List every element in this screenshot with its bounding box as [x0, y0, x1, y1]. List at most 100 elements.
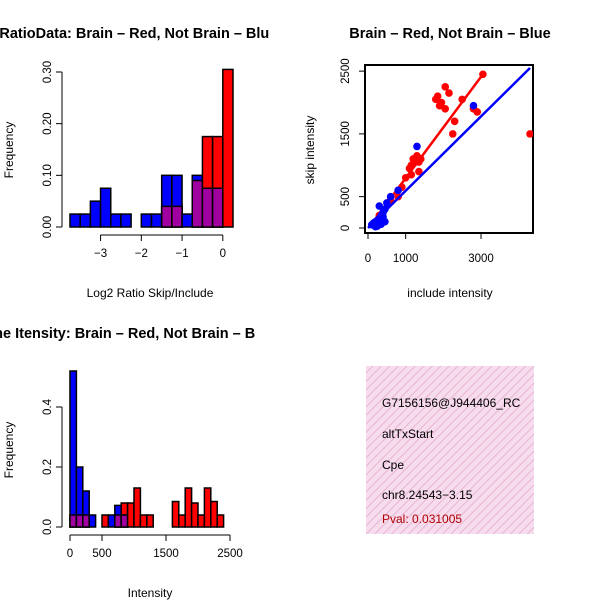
y-axis-label: skip intensity	[303, 116, 317, 185]
point-not-brain	[413, 142, 421, 151]
point-brain	[416, 155, 425, 163]
axes: 0 1000 3000 0 500 1500 2500	[340, 58, 494, 265]
point-brain	[437, 98, 446, 107]
info-box: G7156156@J944406_RC altTxStart Cpe chr8.…	[366, 366, 534, 534]
bar-brain	[171, 500, 180, 528]
bar-overlap	[114, 514, 122, 528]
bar-brain	[184, 487, 193, 528]
histogram-bars	[69, 68, 234, 228]
y-tick-label: 0.10	[42, 164, 54, 186]
x-tick-label: −1	[176, 248, 189, 260]
point-not-brain	[383, 199, 391, 207]
p-value: Pval: 0.031005	[382, 512, 462, 526]
point-brain	[450, 117, 459, 126]
histogram-bars	[69, 370, 225, 528]
y-tick-label: 0	[340, 225, 352, 231]
bar-brain	[190, 502, 199, 528]
point-brain	[407, 170, 416, 179]
bar-not-brain	[79, 213, 92, 228]
genomic-location: chr8.24543−3.15	[382, 488, 473, 502]
bar-not-brain	[107, 514, 116, 528]
y-tick-label: 0.20	[42, 112, 54, 134]
bar-not-brain	[69, 370, 78, 528]
bar-not-brain	[120, 213, 132, 228]
bar-brain	[216, 514, 225, 528]
y-tick-label: 2500	[340, 58, 352, 84]
point-brain	[458, 95, 466, 104]
x-axis-label: Intensity	[128, 586, 173, 600]
bar-brain	[101, 514, 110, 528]
bar-overlap	[82, 514, 90, 528]
point-not-brain	[375, 202, 384, 210]
x-axis-label: Log2 Ratio Skip/Include	[87, 286, 214, 300]
point-brain	[473, 108, 482, 116]
point-not-brain	[379, 212, 387, 221]
bar-not-brain	[140, 213, 153, 228]
x-tick-label: 1000	[393, 253, 419, 265]
y-tick-label: 0.0	[42, 519, 54, 535]
bar-not-brain	[181, 213, 193, 228]
panel-scatter-intensity: Brain – Red, Not Brain – Blue include in…	[303, 26, 551, 300]
event-id: G7156156@J944406_RC	[382, 396, 521, 410]
axes: −3 −2 −1 0 0.00 0.10 0.20 0.30	[42, 61, 226, 260]
gene-name: Cpe	[382, 458, 404, 472]
bar-overlap	[75, 514, 84, 528]
x-tick-label: 0	[67, 548, 73, 560]
point-not-brain	[381, 205, 389, 213]
y-tick-label: 500	[340, 187, 352, 206]
point-not-brain	[386, 192, 395, 201]
panel-log2-ratio-histogram: Log2 RatioData: Brain – Red, Not Brain –…	[0, 26, 269, 300]
bar-not-brain	[88, 514, 97, 528]
y-tick-label: 0.30	[42, 61, 54, 83]
bar-overlap	[171, 205, 183, 228]
x-tick-label: 2500	[217, 548, 243, 560]
chart-title: Brain – Red, Not Brain – Blue	[349, 26, 550, 42]
point-brain	[445, 89, 453, 97]
bar-brain	[197, 514, 206, 528]
point-not-brain	[371, 222, 380, 231]
y-tick-label: 1500	[340, 121, 352, 147]
x-tick-label: 3000	[468, 253, 494, 265]
bar-brain	[178, 514, 186, 528]
x-tick-label: −3	[94, 248, 107, 260]
point-brain	[526, 130, 533, 138]
bar-overlap	[211, 187, 224, 228]
x-axis-label: include intensity	[407, 286, 492, 300]
point-brain	[479, 70, 487, 79]
panel-gene-intensity-histogram: Gene Itensity: Brain – Red, Not Brain – …	[0, 326, 255, 600]
y-tick-label: 0.00	[42, 216, 54, 238]
bar-brain	[146, 514, 154, 528]
y-tick-label: 0.4	[42, 398, 54, 415]
event-type: altTxStart	[382, 427, 434, 441]
bar-overlap	[201, 187, 214, 228]
bar-not-brain	[150, 213, 163, 228]
point-brain	[433, 92, 442, 101]
bar-brain	[222, 68, 234, 228]
point-brain	[401, 174, 410, 182]
bar-brain	[139, 514, 148, 528]
x-tick-label: 0	[220, 248, 226, 260]
bar-brain	[126, 502, 135, 528]
x-tick-label: 1500	[153, 548, 179, 560]
bar-not-brain	[110, 213, 122, 228]
point-not-brain	[394, 186, 402, 195]
bar-overlap	[160, 205, 173, 228]
scatter-marks	[367, 67, 533, 231]
y-axis-label: Frequency	[2, 422, 16, 479]
axes: 0 500 1500 2500 0.0 0.2 0.4	[42, 398, 243, 560]
point-brain	[441, 104, 450, 113]
chart-title: Gene Itensity: Brain – Red, Not Brain – …	[0, 326, 255, 342]
fit-line-not-brain	[367, 67, 531, 229]
bar-overlap	[69, 514, 78, 528]
bar-overlap	[120, 514, 129, 528]
x-tick-label: 500	[92, 548, 111, 560]
bar-not-brain	[99, 187, 112, 228]
bar-overlap	[191, 179, 204, 228]
bar-not-brain	[89, 200, 102, 228]
point-brain	[448, 130, 457, 138]
bar-brain	[210, 500, 218, 528]
point-brain	[441, 83, 450, 91]
info-box-hatch	[366, 366, 534, 534]
x-tick-label: 0	[365, 253, 371, 265]
